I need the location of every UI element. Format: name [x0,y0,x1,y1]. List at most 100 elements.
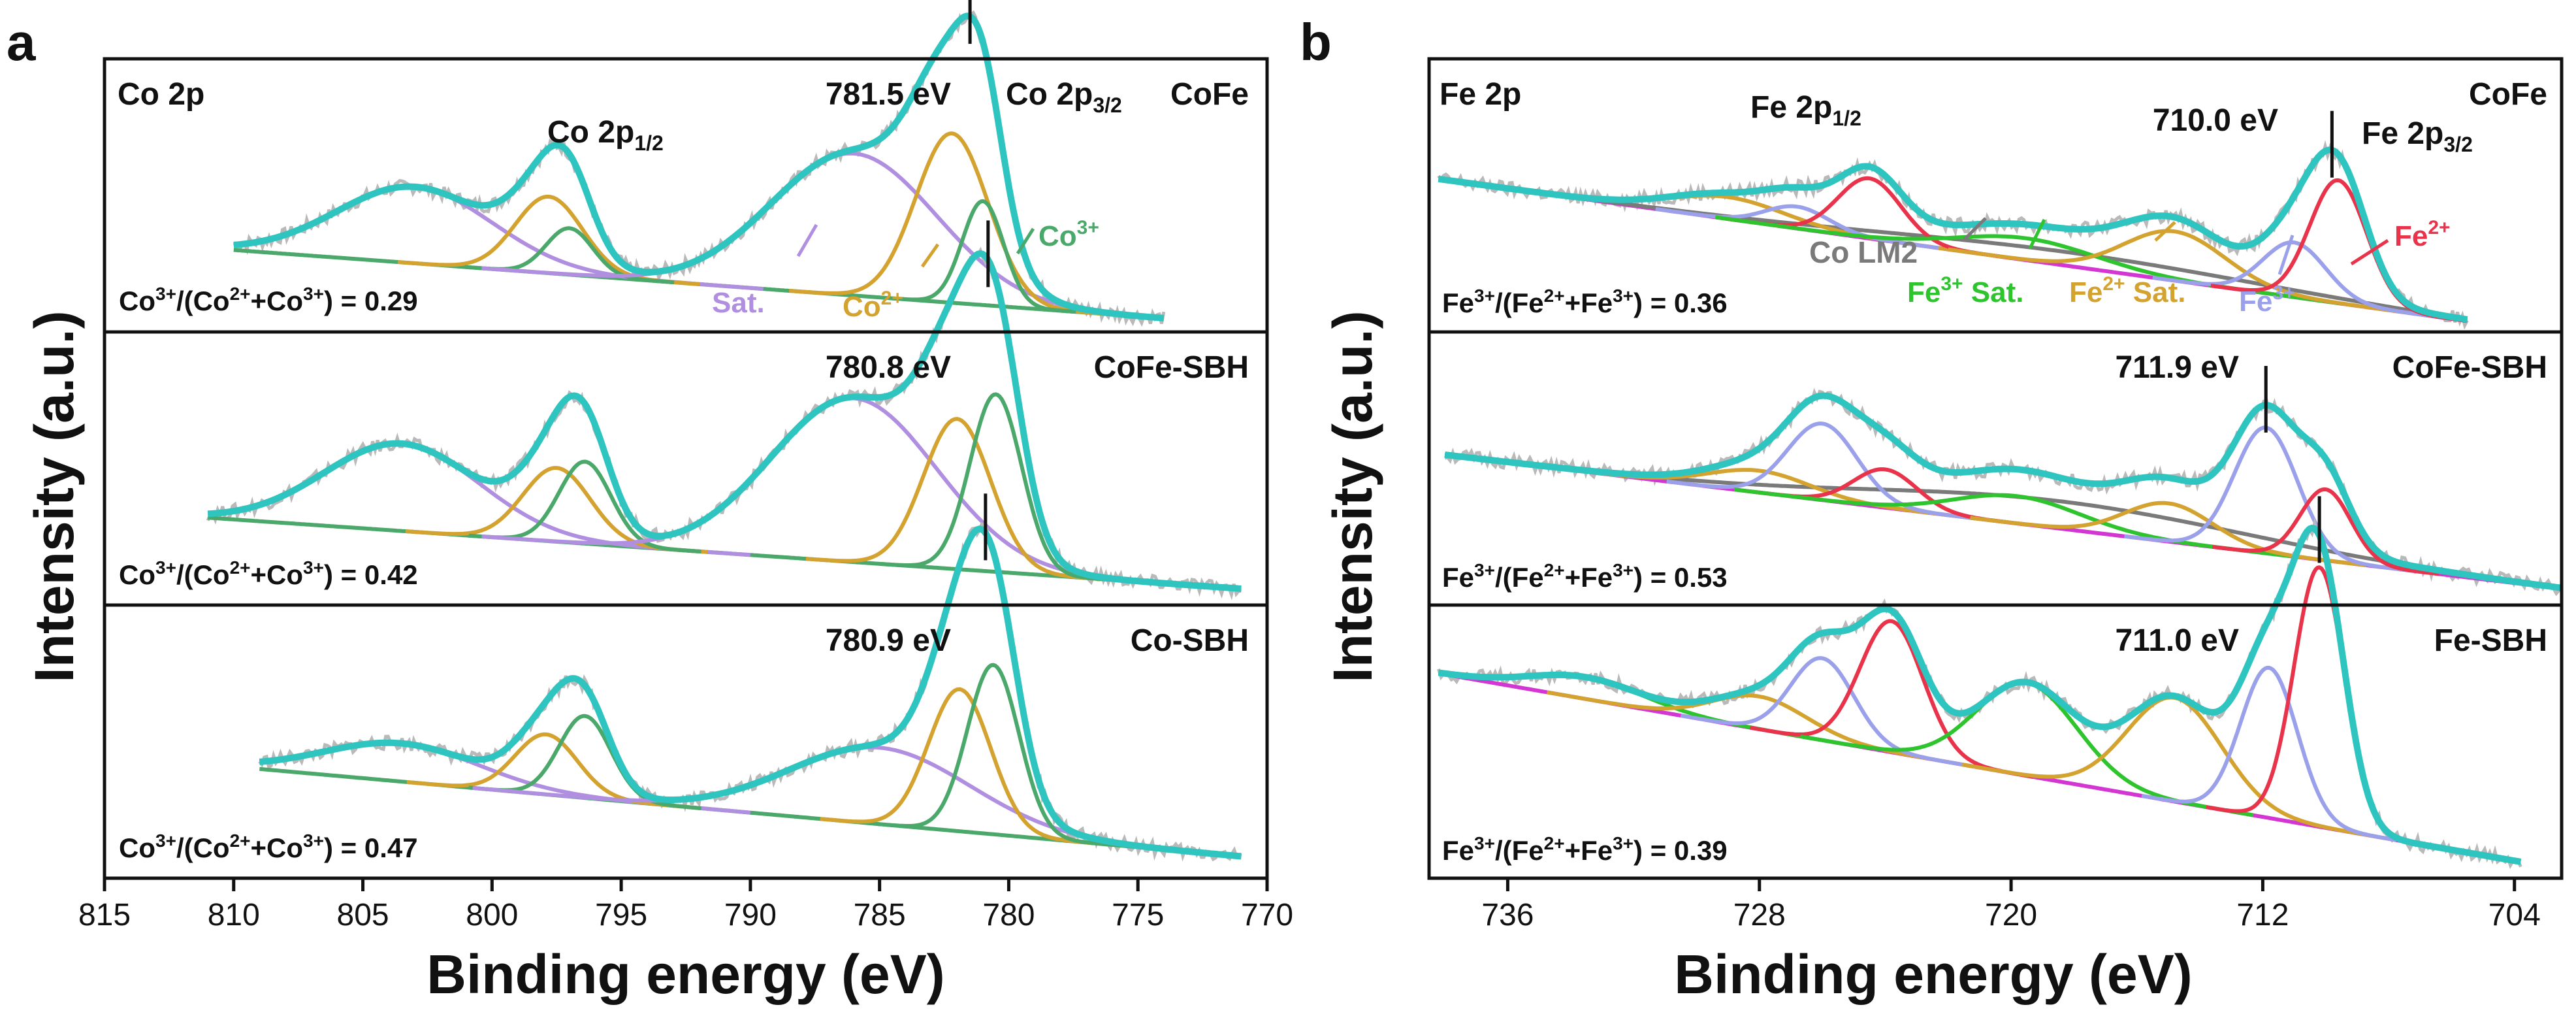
panel-a-letter: a [7,13,36,71]
panel-b-ylabel: Intensity (a.u.) [1322,310,1383,682]
b-s2-sample-label: CoFe-SBH [2392,350,2547,385]
panel-a-frame [103,57,1269,880]
b-p32-label: Fe 2p3/2 [2362,116,2473,156]
panel-b: b Intensity (a.u.) Binding energy (eV) 7… [1300,13,2564,1005]
panel-b-letter: b [1300,13,1332,71]
b-p12-sub: 1/2 [1832,107,1861,130]
b-p12-text: Fe 2p [1750,90,1832,125]
b-fe3sat-pointer [2028,218,2046,250]
b-fe3-label: Fe3+ [2239,282,2295,318]
b-fe3-text: Fe [2239,286,2272,318]
b-s3-sample-label: Fe-SBH [2434,623,2547,658]
b-s1-component-2 [1655,204,1939,250]
b-fe2sat-pointer [2154,221,2176,242]
panel-b-xlabel: Binding energy (eV) [1674,944,2192,1005]
b-s2-component-4 [1733,487,2301,559]
a-p32-sub: 3/2 [1093,93,1121,117]
a-co2-sup: 2+ [881,288,903,309]
b-s2-component-5 [1970,501,2367,568]
a-s1-component-6 [889,199,1076,314]
a-s3-ratio: Co3+/(Co2++Co3+) = 0.47 [119,831,418,863]
a-co3-text: Co [1038,220,1077,252]
a-s3-peak-label: 780.9 eV [826,623,951,658]
b-s2-component-7 [2212,487,2439,576]
a-x-tick-label-0: 815 [78,898,131,932]
b-s2-ratio: Fe3+/(Fe2++Fe3+) = 0.53 [1442,560,1728,593]
a-co2-label: Co2+ [843,288,903,323]
b-p32-text: Fe 2p [2362,116,2443,151]
b-p12-label: Fe 2p1/2 [1750,90,1861,130]
a-p12-sub: 1/2 [634,131,663,155]
a-p32-label: Co 2p3/2 [1006,77,1122,117]
panel-b-plot-area [1437,110,2564,869]
b-s3-envelope [1438,524,2522,865]
a-s2-component-6 [879,392,1112,582]
b-fe2-text: Fe [2394,220,2428,252]
b-fe2-sup: 2+ [2428,217,2450,239]
a-s1-ratio-value: 0.29 [364,286,418,316]
a-s2-ratio: Co3+/(Co2++Co3+) = 0.42 [119,557,418,590]
a-s3-sample-label: Co-SBH [1131,623,1249,658]
b-colm2-label: Co LM2 [1809,235,1918,269]
b-fe2-pointer [2350,239,2389,266]
b-x-tick-label-1: 728 [1733,898,1786,932]
b-p32-sub: 3/2 [2443,133,2472,156]
a-co3-label: Co3+ [1038,217,1099,252]
a-s3-ratio-value: 0.47 [364,832,418,863]
b-x-tick-label-3: 712 [2236,898,2289,932]
a-x-tick-label-6: 785 [854,898,906,932]
a-s2-sample-label: CoFe-SBH [1094,350,1249,385]
panel-a-plot-area [206,0,1242,862]
b-s1-peak-label: 710.0 eV [2153,103,2278,138]
panel-b-title: Fe 2p [1440,77,1521,112]
b-fe3sat-sup: 3+ [1940,273,1963,295]
a-co2-text: Co [843,291,881,323]
b-fe2sat-label: Fe2+ Sat. [2069,273,2186,308]
b-fe2sat-text: Fe [2069,276,2102,308]
b-fe3sat-label: Fe3+ Sat. [1907,273,2024,308]
b-x-tick-label-2: 720 [1985,898,2037,932]
a-s1-ratio: Co3+/(Co2++Co3+) = 0.29 [119,284,418,316]
a-s2-peak-label: 780.8 eV [826,350,951,385]
b-fe3sat-tail: Sat. [1963,276,2024,308]
a-x-tick-label-8: 775 [1112,898,1164,932]
b-fe3-sup: 3+ [2272,282,2294,304]
b-fe2-label: Fe2+ [2394,217,2451,252]
a-co3-sup: 3+ [1077,217,1099,239]
a-x-tick-label-3: 800 [466,898,518,932]
b-fe3sat-text: Fe [1907,276,1940,308]
a-co3-pointer [1016,227,1035,255]
a-s3-component-5 [820,687,1100,846]
a-x-tick-label-9: 770 [1241,898,1293,932]
a-s2-envelope [207,250,1242,592]
b-s3-component-7 [2141,665,2397,842]
b-s2-peak-label: 711.9 eV [2115,350,2239,385]
b-s1-ratio-value: 0.36 [1674,288,1728,318]
a-s2-component-5 [805,417,1108,582]
b-s2-ratio-value: 0.53 [1674,562,1728,593]
b-s3-component-8 [2206,565,2434,849]
a-s2-ratio-value: 0.42 [364,559,418,590]
b-s1-sample-label: CoFe [2469,77,2547,112]
a-p12-text: Co 2p [547,115,634,150]
panel-a-title: Co 2p [118,77,204,112]
panel-b-x-axis: 736 728 720 712 704 [1481,878,2541,932]
a-x-tick-label-1: 810 [208,898,260,932]
b-s2-component-2 [1666,421,1978,521]
panel-a: a Intensity (a.u.) Binding energy (eV) 8… [7,0,1293,1005]
panel-b-frame [1427,57,2564,880]
b-fe3-pointer [2278,235,2294,275]
a-x-tick-label-5: 790 [724,898,777,932]
a-sat-label: Sat. [712,287,765,319]
b-s3-peak-label: 711.0 eV [2115,623,2239,658]
a-p32-text: Co 2p [1006,77,1093,112]
b-s1-envelope [1438,146,2468,323]
panel-a-x-axis: 815 810 805 800 795 790 785 780 775 770 [78,878,1293,932]
b-s1-component-5 [1948,229,2402,314]
a-s1-peak-label: 781.5 eV [826,77,951,112]
b-s1-component-6 [2152,240,2436,319]
a-s3-envelope [258,525,1242,860]
a-x-tick-label-4: 795 [595,898,647,932]
a-x-tick-label-7: 780 [982,898,1035,932]
